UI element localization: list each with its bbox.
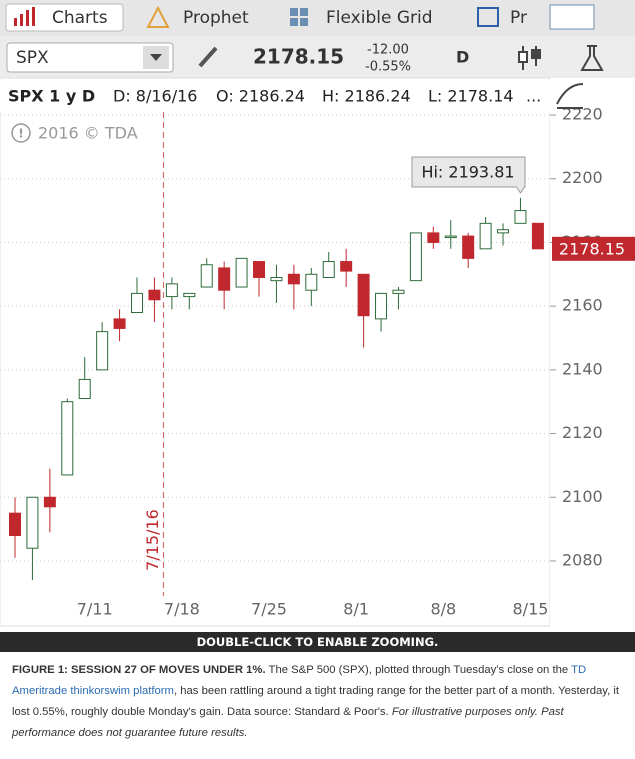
header-high: H: 2186.24: [322, 87, 411, 106]
candle-body: [235, 257, 248, 288]
charts-icon: [14, 7, 35, 26]
y-tick-label: 2140: [562, 359, 603, 378]
pr-icon: [477, 7, 499, 27]
event-label: 7/15/16: [143, 509, 162, 571]
candle-body: [375, 292, 388, 320]
x-tick-label: 7/25: [251, 600, 287, 619]
tab[interactable]: Pr: [510, 8, 527, 28]
annotation: Hi: 2193.81: [421, 163, 514, 182]
candle-body: [61, 401, 74, 476]
candle-body: [531, 222, 544, 250]
candle-body: [357, 273, 370, 317]
period[interactable]: D: [456, 48, 469, 67]
y-tick-label: 2200: [562, 168, 603, 187]
price-label-box: [552, 236, 635, 261]
watermark-icon: [11, 123, 31, 143]
header-open: O: 2186.24: [216, 87, 305, 106]
candle-body: [427, 232, 440, 243]
annotation-box: [411, 156, 526, 194]
zoom-bar[interactable]: DOUBLE-CLICK TO ENABLE ZOOMING.: [0, 632, 635, 652]
caption-text: , has been rattling around a tight tradi…: [12, 685, 620, 718]
tab[interactable]: Prophet: [183, 8, 249, 28]
link-icon[interactable]: [198, 46, 218, 68]
candle-body: [462, 235, 475, 259]
chart-header: [0, 80, 550, 112]
candle-body: [78, 378, 91, 400]
tab-active[interactable]: [5, 3, 124, 32]
header-title: SPX 1 y D: [8, 87, 95, 106]
caption: FIGURE 1: SESSION 27 OF MOVES UNDER 1%. …: [12, 660, 624, 744]
caption-bold: FIGURE 1: SESSION 27 OF MOVES UNDER 1%.: [12, 664, 266, 676]
header-low: L: 2178.14: [428, 87, 514, 106]
candle-body: [392, 289, 405, 294]
header-date: D: 8/16/16: [113, 87, 197, 106]
x-tick-label: 7/18: [164, 600, 200, 619]
candle-body: [479, 222, 492, 250]
candle-body: [340, 261, 353, 272]
caption-link[interactable]: TD Ameritrade thinkorswim platform: [12, 664, 587, 697]
candle-body: [218, 267, 231, 291]
candle-body: [200, 264, 213, 288]
caption-text: The S&P 500 (SPX), plotted through Tuesd…: [265, 664, 572, 676]
candle-body: [305, 273, 318, 291]
candle-body: [253, 261, 266, 278]
prophet-icon: [146, 5, 170, 28]
tab[interactable]: Flexible Grid: [326, 8, 433, 28]
plot: 208021002120214021602180220022207/117/18…: [0, 105, 635, 619]
chart-window: Charts Prophet Flexible Grid Pr SPX 2178…: [0, 0, 635, 627]
y-tick-label: 2100: [562, 487, 603, 506]
study-icon[interactable]: [580, 45, 604, 71]
candle-body: [26, 496, 39, 549]
candle-body: [165, 283, 178, 298]
candle-body: [113, 318, 126, 329]
candle-body: [9, 512, 21, 536]
x-tick-label: 7/11: [77, 600, 113, 619]
price: 2178.15: [253, 45, 344, 69]
tab-blank[interactable]: [549, 4, 595, 30]
y-tick-label: 2120: [562, 423, 603, 442]
candle-body: [96, 331, 109, 371]
candle-body: [409, 232, 422, 282]
price-label: 2178.15: [559, 239, 625, 258]
x-tick-label: 8/15: [513, 600, 549, 619]
dropdown-arrow: [150, 54, 162, 61]
candle-body: [322, 261, 335, 278]
x-tick-label: 8/1: [343, 600, 369, 619]
caption-italic: For illustrative purposes only. Past per…: [12, 706, 564, 739]
candle-body: [444, 235, 457, 239]
tab[interactable]: Charts: [52, 8, 108, 28]
x-tick-label: 8/8: [430, 600, 456, 619]
candle-body: [514, 210, 527, 224]
change-pct: -0.55%: [365, 60, 411, 75]
header-more[interactable]: ...: [526, 87, 541, 106]
symbol[interactable]: SPX: [16, 48, 49, 68]
y-tick-label: 2220: [562, 105, 603, 124]
grid-icon: [290, 8, 308, 26]
candle-body: [497, 229, 510, 234]
watermark: 2016 © TDA: [38, 124, 138, 143]
y-tick-label: 2160: [562, 296, 603, 315]
zoom-text: DOUBLE-CLICK TO ENABLE ZOOMING.: [196, 635, 439, 649]
drawing-icon[interactable]: [556, 83, 584, 109]
candle-body: [270, 276, 283, 282]
style-icon[interactable]: [518, 46, 541, 70]
candle-body: [287, 273, 300, 285]
candle-body: [131, 292, 144, 314]
watermark-icon-mark: !: [18, 127, 23, 141]
y-axis-area: [550, 78, 635, 626]
candle-body: [43, 496, 56, 508]
change: -12.00: [367, 43, 409, 58]
symbol-box[interactable]: [6, 42, 174, 73]
candle-body: [148, 289, 161, 301]
candle-body: [183, 292, 196, 298]
y-tick-label: 2080: [562, 550, 603, 569]
